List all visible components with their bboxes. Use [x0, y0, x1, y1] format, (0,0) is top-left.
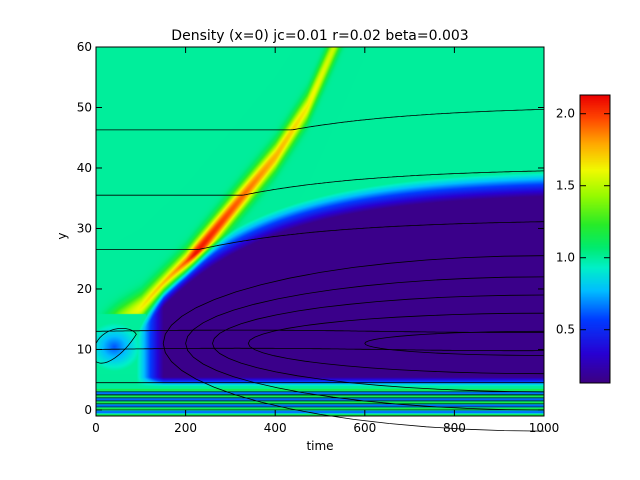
colorbar-tick-label: 1.5 [556, 179, 575, 193]
y-tick-label: 10 [77, 342, 92, 356]
y-tick-label: 0 [84, 403, 92, 417]
colorbar-tick-label: 2.0 [556, 107, 575, 121]
y-tick-label: 50 [77, 100, 92, 114]
colorbar: 0.5 1.0 1.5 2.0 [556, 94, 611, 384]
y-tick-label: 40 [77, 161, 92, 175]
colorbar-ticks: 0.5 1.0 1.5 2.0 [556, 94, 611, 384]
contour-line [96, 109, 545, 131]
plot-title: Density (x=0) jc=0.01 r=0.02 beta=0.003 [171, 28, 468, 44]
colorbar-border [579, 94, 611, 384]
x-tick-label: 600 [353, 421, 376, 435]
contour-line [96, 221, 544, 250]
x-axis-label: time [306, 439, 333, 453]
contour-line [95, 347, 544, 352]
contour-line [364, 330, 545, 356]
x-tick-label: 800 [443, 421, 466, 435]
plot-frame [95, 46, 545, 417]
contour-line [247, 312, 545, 375]
x-axis: 0 200 400 600 800 1000 [92, 47, 559, 435]
x-tick-label: 200 [174, 421, 197, 435]
colorbar-tick-label: 1.0 [556, 251, 575, 265]
y-axis: 0 10 20 30 40 50 60 [77, 40, 544, 417]
x-tick-label: 400 [264, 421, 287, 435]
colorbar-tick-label: 0.5 [556, 323, 575, 337]
y-axis-label: y [55, 232, 69, 239]
x-tick-label: 1000 [529, 421, 560, 435]
density-contours [95, 109, 545, 432]
plot-border [95, 46, 545, 417]
colorbar-gradient [580, 95, 610, 383]
x-tick-label: 0 [92, 421, 100, 435]
contour-line [95, 328, 137, 364]
y-tick-label: 20 [77, 282, 92, 296]
y-tick-label: 30 [77, 221, 92, 235]
contour-line [162, 255, 545, 432]
contour-line [212, 294, 545, 393]
contour-line [96, 170, 544, 196]
y-tick-label: 60 [77, 40, 92, 54]
